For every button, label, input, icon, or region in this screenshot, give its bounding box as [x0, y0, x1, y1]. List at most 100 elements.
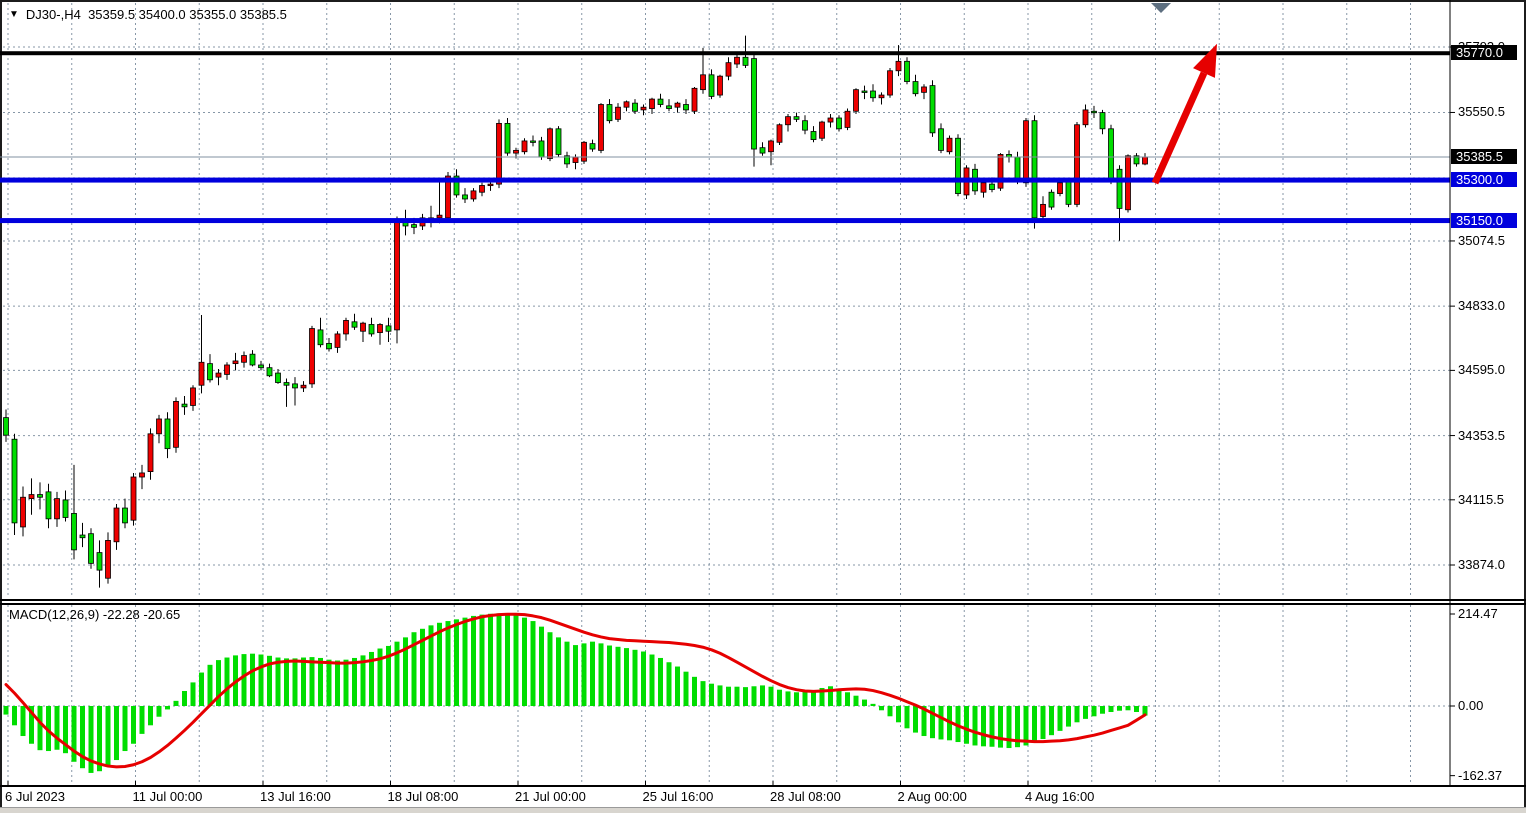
candle-body: [513, 149, 519, 154]
macd-histogram-bar: [496, 613, 502, 706]
macd-histogram-bar: [845, 692, 850, 706]
candle-body: [62, 499, 69, 518]
candle-body: [198, 361, 205, 386]
candle-body: [504, 122, 511, 154]
candle-body: [683, 104, 689, 111]
candle-body: [802, 120, 808, 131]
time-axis-label: 13 Jul 16:00: [260, 789, 331, 804]
macd-histogram-bar: [1117, 706, 1122, 711]
macd-histogram-bar: [97, 706, 102, 772]
macd-histogram-bar: [114, 706, 119, 761]
macd-histogram-bar: [692, 676, 697, 706]
macd-histogram-bar: [726, 686, 731, 706]
macd-histogram-bar: [173, 700, 179, 706]
candle-body: [547, 128, 553, 159]
time-axis-label: 6 Jul 2023: [5, 789, 65, 804]
macd-histogram-bar: [513, 614, 519, 706]
time-axis-label: 11 Jul 00:00: [132, 789, 203, 804]
macd-histogram-bar: [1032, 706, 1037, 743]
macd-indicator-label: MACD(12,26,9) -22.28 -20.65: [9, 607, 181, 622]
trend-arrow-shaft[interactable]: [1151, 71, 1208, 185]
macd-histogram-bar: [751, 686, 757, 706]
candle-body: [173, 401, 179, 448]
time-axis-label: 21 Jul 00:00: [515, 789, 586, 804]
candle-body: [581, 141, 587, 162]
macd-histogram-bar: [590, 641, 595, 706]
macd-histogram-bar: [54, 706, 60, 750]
candle-body: [827, 117, 834, 123]
macd-axis-label: 214.47: [1458, 606, 1498, 621]
macd-histogram-bar: [471, 615, 476, 706]
candle-body: [632, 102, 638, 112]
macd-histogram-bar: [564, 641, 570, 706]
macd-signal-line: [4, 612, 1147, 769]
candle-body: [3, 417, 9, 436]
macd-histogram-bar: [462, 617, 468, 706]
candle-body: [326, 342, 332, 350]
candle-body: [28, 494, 35, 499]
time-axis-label: 18 Jul 08:00: [387, 789, 459, 804]
macd-histogram-bar: [717, 685, 723, 706]
candle-body: [853, 89, 859, 112]
candle-body: [538, 140, 545, 158]
candle-body: [1048, 191, 1055, 208]
macd-histogram-bar: [556, 637, 561, 706]
candle-body: [37, 494, 43, 498]
candle-body: [776, 124, 783, 143]
macd-histogram-bar: [80, 706, 85, 769]
chart-header: ▼ DJ30-,H4 35359.5 35400.0 35355.0 35385…: [9, 7, 287, 22]
macd-histogram-bar: [649, 654, 655, 706]
macd-histogram-bar: [369, 651, 374, 706]
macd-histogram-bar: [607, 645, 612, 706]
macd-histogram-bar: [37, 706, 43, 751]
macd-histogram-bar: [921, 706, 927, 737]
trend-arrow-head[interactable]: [1193, 43, 1218, 78]
macd-histogram-bar: [12, 706, 17, 726]
candle-body: [1040, 203, 1046, 217]
price-level-line: [0, 51, 1450, 56]
macd-histogram-bar: [318, 657, 323, 706]
candle-body: [708, 74, 715, 97]
candle-body: [445, 175, 451, 219]
symbol-dropdown-icon[interactable]: ▼: [9, 9, 19, 20]
macd-histogram-bar: [437, 622, 442, 706]
time-axis-label: 2 Aug 00:00: [897, 789, 967, 804]
candle-body: [487, 183, 494, 187]
candle-body: [1099, 112, 1106, 130]
candle-body: [759, 147, 766, 154]
macd-histogram-bar: [632, 649, 638, 706]
candle-body: [810, 131, 817, 140]
macd-histogram-bar: [530, 621, 536, 706]
macd-histogram-bar: [63, 706, 68, 754]
macd-histogram-bar: [335, 660, 340, 706]
candle-body: [249, 353, 256, 366]
candle-body: [989, 183, 995, 190]
candle-body: [377, 324, 383, 333]
candle-body: [479, 185, 485, 193]
macd-histogram-bar: [998, 706, 1003, 748]
macd-histogram-bar: [862, 699, 867, 706]
candle-body: [666, 105, 672, 109]
candle-body: [521, 140, 528, 153]
macd-histogram-bar: [88, 706, 94, 773]
macd-histogram-bar: [250, 653, 255, 706]
macd-histogram-bar: [785, 691, 791, 706]
macd-histogram-bar: [641, 651, 646, 706]
candle-body: [79, 534, 86, 539]
macd-histogram-bar: [1100, 706, 1105, 714]
macd-histogram-bar: [913, 706, 918, 733]
candle-body: [113, 507, 120, 543]
macd-histogram-bar: [46, 706, 51, 752]
candle-body: [45, 491, 52, 520]
macd-histogram-bar: [870, 703, 876, 706]
macd-histogram-bar: [71, 706, 77, 762]
candle-body: [785, 116, 791, 126]
price-axis-level-box: 35300.0: [1451, 172, 1517, 188]
candle-body: [71, 513, 77, 551]
macd-histogram-bar: [1015, 706, 1020, 748]
candle-body: [215, 372, 222, 378]
candle-body: [283, 382, 290, 386]
macd-histogram-bar: [581, 643, 587, 706]
symbol-period-label: DJ30-,H4: [25, 7, 81, 22]
